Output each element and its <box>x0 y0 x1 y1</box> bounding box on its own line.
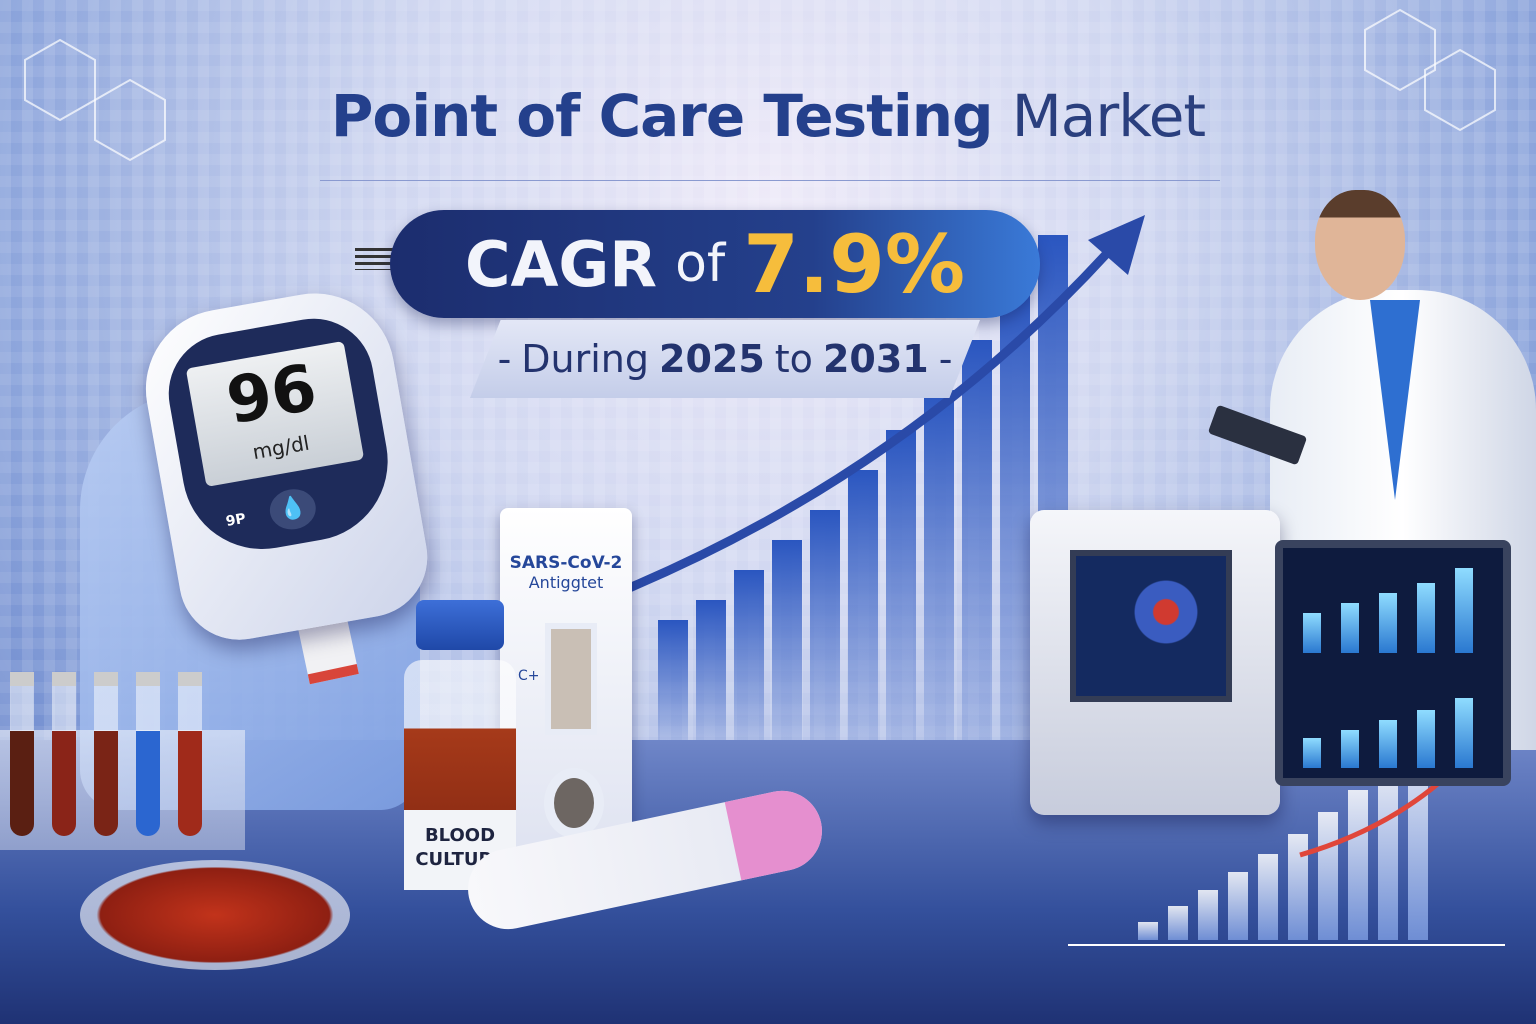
analyzer-screen <box>1070 550 1232 702</box>
decor-bar <box>848 470 878 740</box>
dashboard-bar <box>1379 593 1397 653</box>
dash-right: - <box>938 337 953 381</box>
cagr-banner: CAGR of 7.9% <box>390 210 1040 318</box>
decor-bar <box>1168 906 1188 940</box>
decor-bar <box>1198 890 1218 940</box>
dashboard-bar <box>1455 698 1473 768</box>
during-text: During <box>521 337 650 381</box>
test-tube <box>52 672 76 836</box>
decor-bar <box>962 340 992 740</box>
test-tube <box>178 672 202 836</box>
test-tube <box>10 672 34 836</box>
title-market: Market <box>1011 82 1206 150</box>
decor-bar <box>1000 290 1030 740</box>
petri-dish <box>80 860 350 970</box>
meter-screen: 96 mg/dl <box>185 340 365 487</box>
start-year: 2025 <box>659 337 765 381</box>
meter-face: 96 mg/dl 9P 💧 <box>159 309 401 562</box>
decor-bar <box>696 600 726 740</box>
dashboard-bar <box>1417 710 1435 768</box>
decor-bar <box>734 570 764 740</box>
laptop-dashboard <box>1275 540 1511 786</box>
decor-bar <box>658 620 688 740</box>
decor-bar <box>886 430 916 740</box>
cassette-title: SARS-CoV-2 <box>509 553 623 573</box>
bottle-cap <box>416 600 504 650</box>
decor-bar <box>1378 766 1398 940</box>
sample-well <box>544 768 604 838</box>
cagr-value: 7.9% <box>743 217 966 311</box>
meter-code: 9P <box>224 510 248 530</box>
decor-bar <box>1408 740 1428 940</box>
poc-analyzer <box>1030 510 1280 815</box>
decor-bar <box>810 510 840 740</box>
dashboard-bar <box>1341 730 1359 768</box>
growth-arrow-head <box>1088 215 1145 275</box>
dashboard-bar <box>1455 568 1473 653</box>
decor-bar <box>1288 834 1308 940</box>
cagr-of: of <box>675 234 726 294</box>
page-title: Point of Care Testing Market <box>0 82 1536 150</box>
cassette-marks: C+ <box>518 668 540 684</box>
result-window <box>545 623 597 735</box>
decor-bar <box>772 540 802 740</box>
dash-left: - <box>497 337 512 381</box>
title-main: Point of Care Testing <box>330 82 994 150</box>
to-text: to <box>774 337 813 381</box>
test-tube <box>136 672 160 836</box>
decor-bar <box>1228 872 1248 940</box>
blood-culture-bottle: BLOOD CULTURE <box>404 600 516 890</box>
blood-drop-icon: 💧 <box>266 485 319 534</box>
tube-rack <box>0 730 245 850</box>
antigen-test-cassette: SARS-CoV-2 Antiggtet C+ <box>500 508 632 853</box>
molecule-hexagon-icon <box>1364 8 1496 132</box>
end-year: 2031 <box>822 337 929 381</box>
dashboard-bar <box>1379 720 1397 768</box>
decor-bar <box>1138 922 1158 940</box>
dashboard-bar <box>1341 603 1359 653</box>
decor-bar <box>924 390 954 740</box>
test-tubes <box>10 672 202 836</box>
decor-bar <box>1348 790 1368 940</box>
test-tube <box>94 672 118 836</box>
dashboard-bar <box>1303 738 1321 768</box>
label-line1: BLOOD <box>424 825 496 846</box>
cagr-label: CAGR <box>464 227 658 301</box>
divider <box>320 180 1220 181</box>
period-banner: - During 2025 to 2031 - <box>470 320 980 398</box>
decor-bar <box>1258 854 1278 940</box>
dashboard-bar <box>1417 583 1435 653</box>
decor-bar <box>1318 812 1338 940</box>
doctor-head <box>1315 190 1405 300</box>
cassette-subtitle: Antiggtet <box>528 573 604 592</box>
growth-arrow-icon <box>598 246 1114 605</box>
dashboard-bar <box>1303 613 1321 653</box>
molecule-hexagon-icon <box>24 38 166 162</box>
